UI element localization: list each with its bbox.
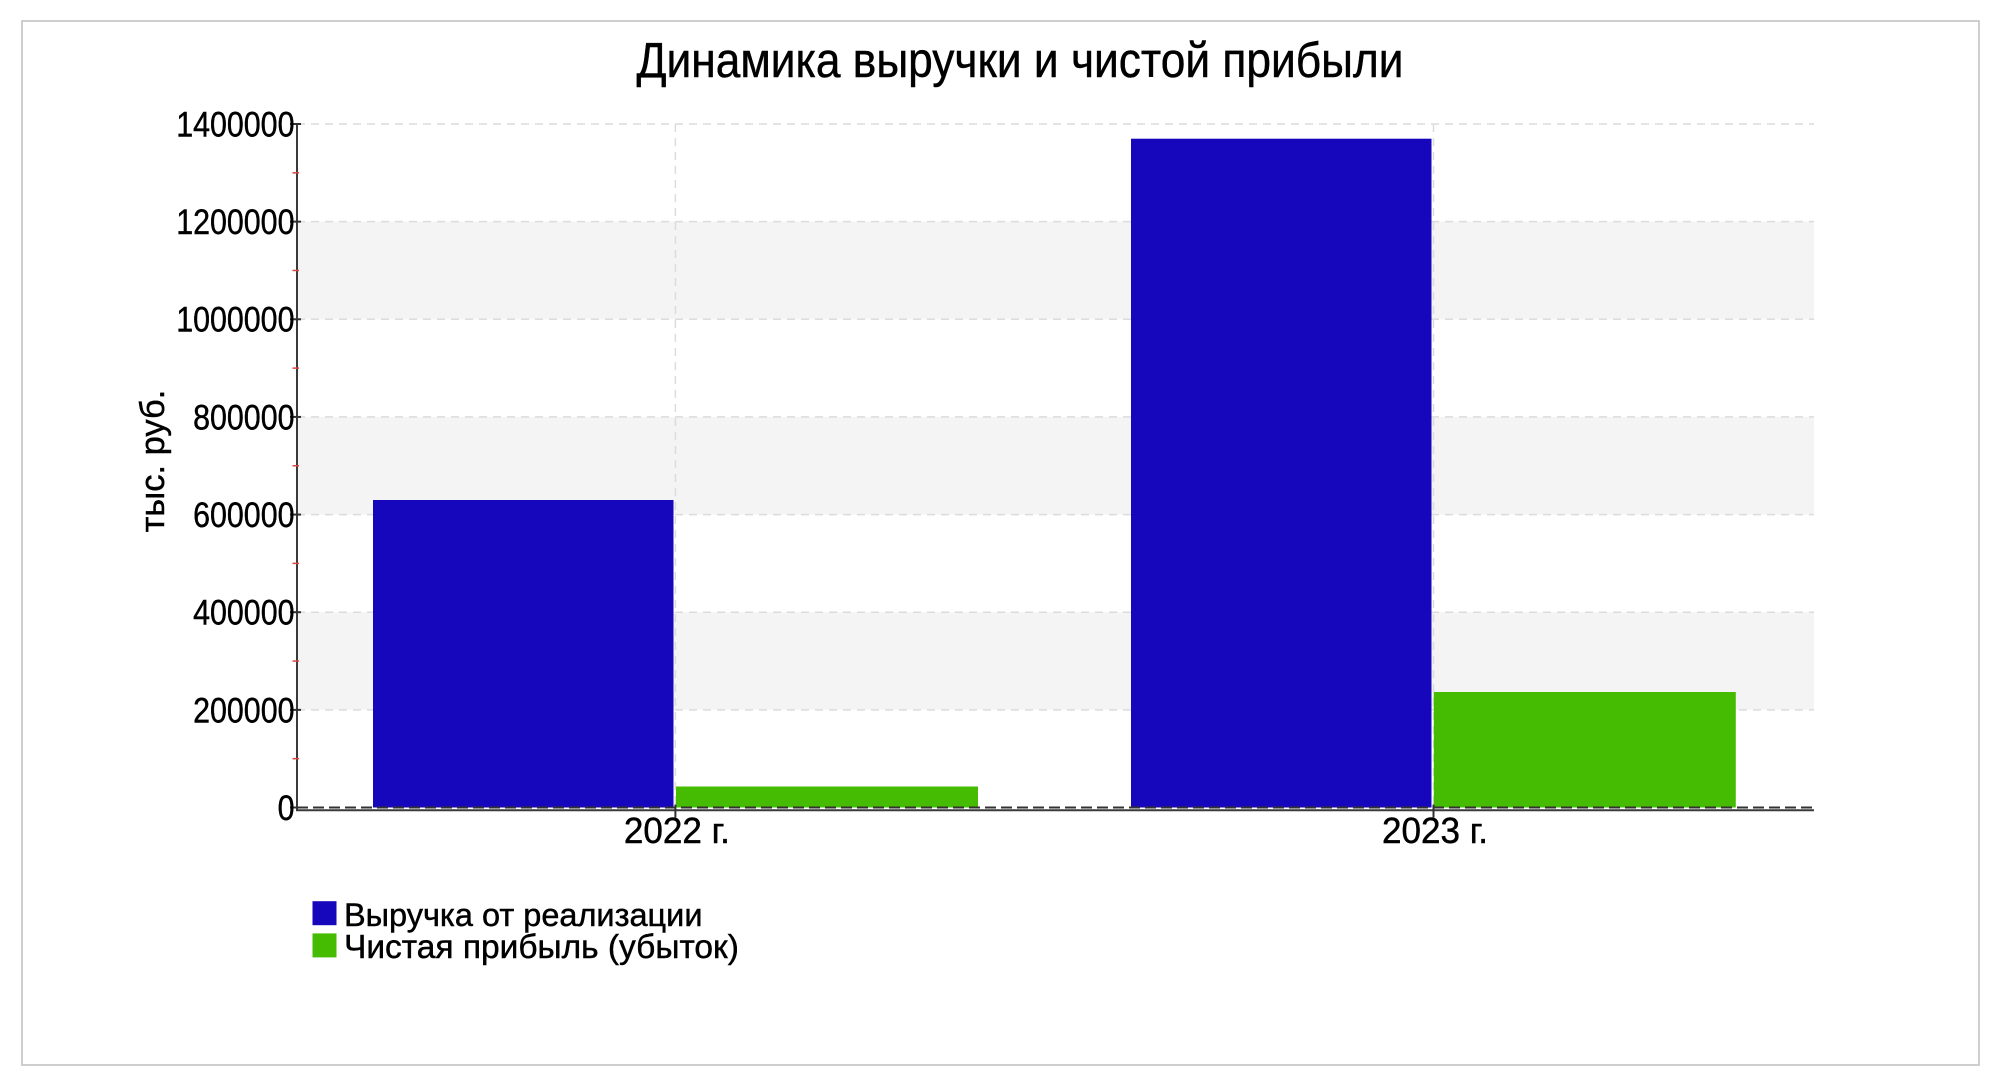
svg-text:Выручка от реализации: Выручка от реализации xyxy=(344,897,702,933)
svg-text:1400000: 1400000 xyxy=(176,104,294,144)
svg-text:тыс. руб.: тыс. руб. xyxy=(134,390,172,533)
svg-text:400000: 400000 xyxy=(193,593,294,633)
svg-text:Чистая прибыль (убыток): Чистая прибыль (убыток) xyxy=(344,929,739,966)
svg-text:200000: 200000 xyxy=(193,690,294,730)
svg-text:1200000: 1200000 xyxy=(176,202,294,242)
svg-text:2022 г.: 2022 г. xyxy=(624,810,730,851)
svg-text:1000000: 1000000 xyxy=(176,300,294,340)
svg-text:Динамика выручки и чистой приб: Динамика выручки и чистой прибыли xyxy=(637,34,1404,88)
svg-text:2023 г.: 2023 г. xyxy=(1382,810,1488,851)
svg-text:800000: 800000 xyxy=(193,397,294,437)
svg-text:0: 0 xyxy=(278,788,295,828)
svg-text:600000: 600000 xyxy=(193,495,294,535)
